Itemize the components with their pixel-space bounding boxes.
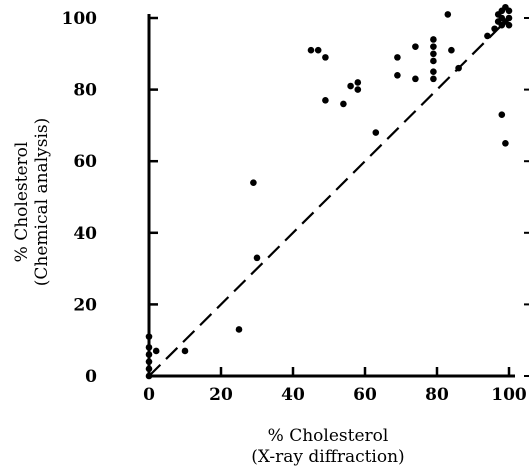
data-point: [412, 75, 419, 83]
data-point: [412, 43, 419, 50]
x-tick-label: 80: [425, 385, 449, 405]
data-point: [340, 100, 347, 108]
data-point: [152, 347, 160, 355]
data-point: [145, 372, 153, 380]
y-axis-title-line2: (Chemical analysis): [32, 118, 52, 286]
data-point: [502, 140, 509, 147]
x-axis-title-line1: % Cholesterol: [268, 426, 389, 446]
identity-reference-line: [148, 17, 510, 377]
data-point: [145, 344, 153, 351]
data-point: [372, 129, 380, 136]
x-tick-label: 100: [491, 385, 527, 405]
data-point: [491, 25, 498, 33]
data-point: [322, 97, 329, 104]
data-point: [347, 82, 354, 90]
data-point: [181, 347, 189, 355]
data-point: [394, 54, 401, 61]
data-point: [505, 7, 513, 15]
x-tick-label: 0: [143, 385, 155, 405]
data-point: [322, 54, 329, 61]
x-tick-label: 40: [281, 385, 305, 405]
data-point: [430, 36, 437, 43]
data-point: [145, 365, 153, 373]
data-point: [430, 43, 437, 50]
x-axis-title-line2: (X-ray diffraction): [251, 447, 404, 467]
x-tick-label: 60: [353, 385, 377, 405]
right-edge-ticks: [524, 17, 529, 377]
y-tick-label: 60: [73, 152, 97, 172]
data-point: [430, 50, 437, 58]
y-axis-ticks: 0 20 40 60 80 100: [62, 9, 158, 387]
data-point: [505, 14, 513, 22]
data-point: [145, 358, 153, 365]
data-point: [145, 333, 153, 340]
y-tick-label: 40: [73, 224, 97, 244]
data-point: [444, 11, 452, 18]
data-point: [250, 179, 257, 186]
data-point: [394, 71, 401, 79]
x-axis-ticks: 0 20 40 60 80 100: [143, 367, 527, 405]
data-point: [430, 57, 437, 65]
data-point: [484, 32, 491, 40]
y-tick-label: 20: [73, 295, 97, 315]
plot-area: 0 20 40 60 80 100 0 20 40 60 80 100: [62, 3, 529, 405]
y-tick-label: 100: [62, 9, 98, 29]
data-point: [430, 68, 437, 75]
x-tick-label: 20: [209, 385, 233, 405]
data-point: [354, 86, 362, 93]
data-point: [505, 21, 513, 29]
data-point: [253, 254, 261, 262]
data-points: [145, 3, 513, 380]
data-point: [354, 79, 362, 86]
data-point: [455, 64, 462, 72]
data-point: [307, 46, 315, 54]
data-point: [498, 111, 506, 118]
y-tick-label: 0: [85, 367, 97, 387]
data-point: [145, 351, 153, 358]
data-point: [448, 46, 455, 54]
y-axis-title-line1: % Cholesterol: [12, 142, 32, 263]
data-point: [430, 75, 437, 83]
data-point: [235, 326, 243, 333]
data-point: [314, 46, 322, 54]
y-tick-label: 80: [73, 81, 97, 101]
